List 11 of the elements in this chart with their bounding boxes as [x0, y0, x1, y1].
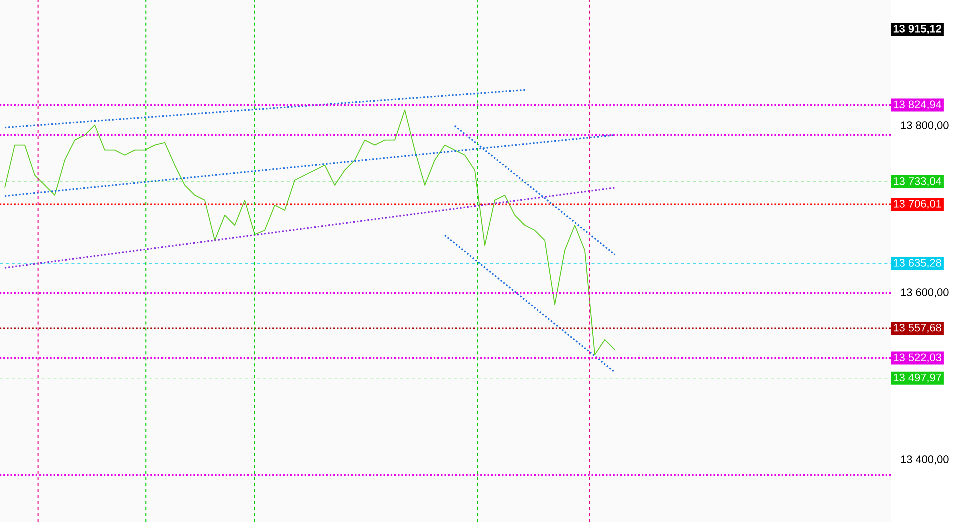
ref-line-label: 13 522,03: [894, 354, 942, 363]
ref-line-label: 13 557,68: [894, 324, 942, 334]
ref-line-label: 13 706,01: [894, 200, 942, 210]
ref-line-label: 13 733,04: [894, 178, 942, 187]
y-tick-label: 13 800,00: [901, 122, 949, 131]
ref-line-label: 13 824,94: [894, 100, 942, 110]
ref-line-label: 13 635,28: [894, 259, 942, 268]
y-tick-label: 13 600,00: [901, 288, 949, 298]
ref-line-label: 13 497,97: [894, 374, 942, 383]
y-tick-label: 13 400,00: [901, 456, 949, 465]
text: 13 915,12: [894, 25, 942, 34]
